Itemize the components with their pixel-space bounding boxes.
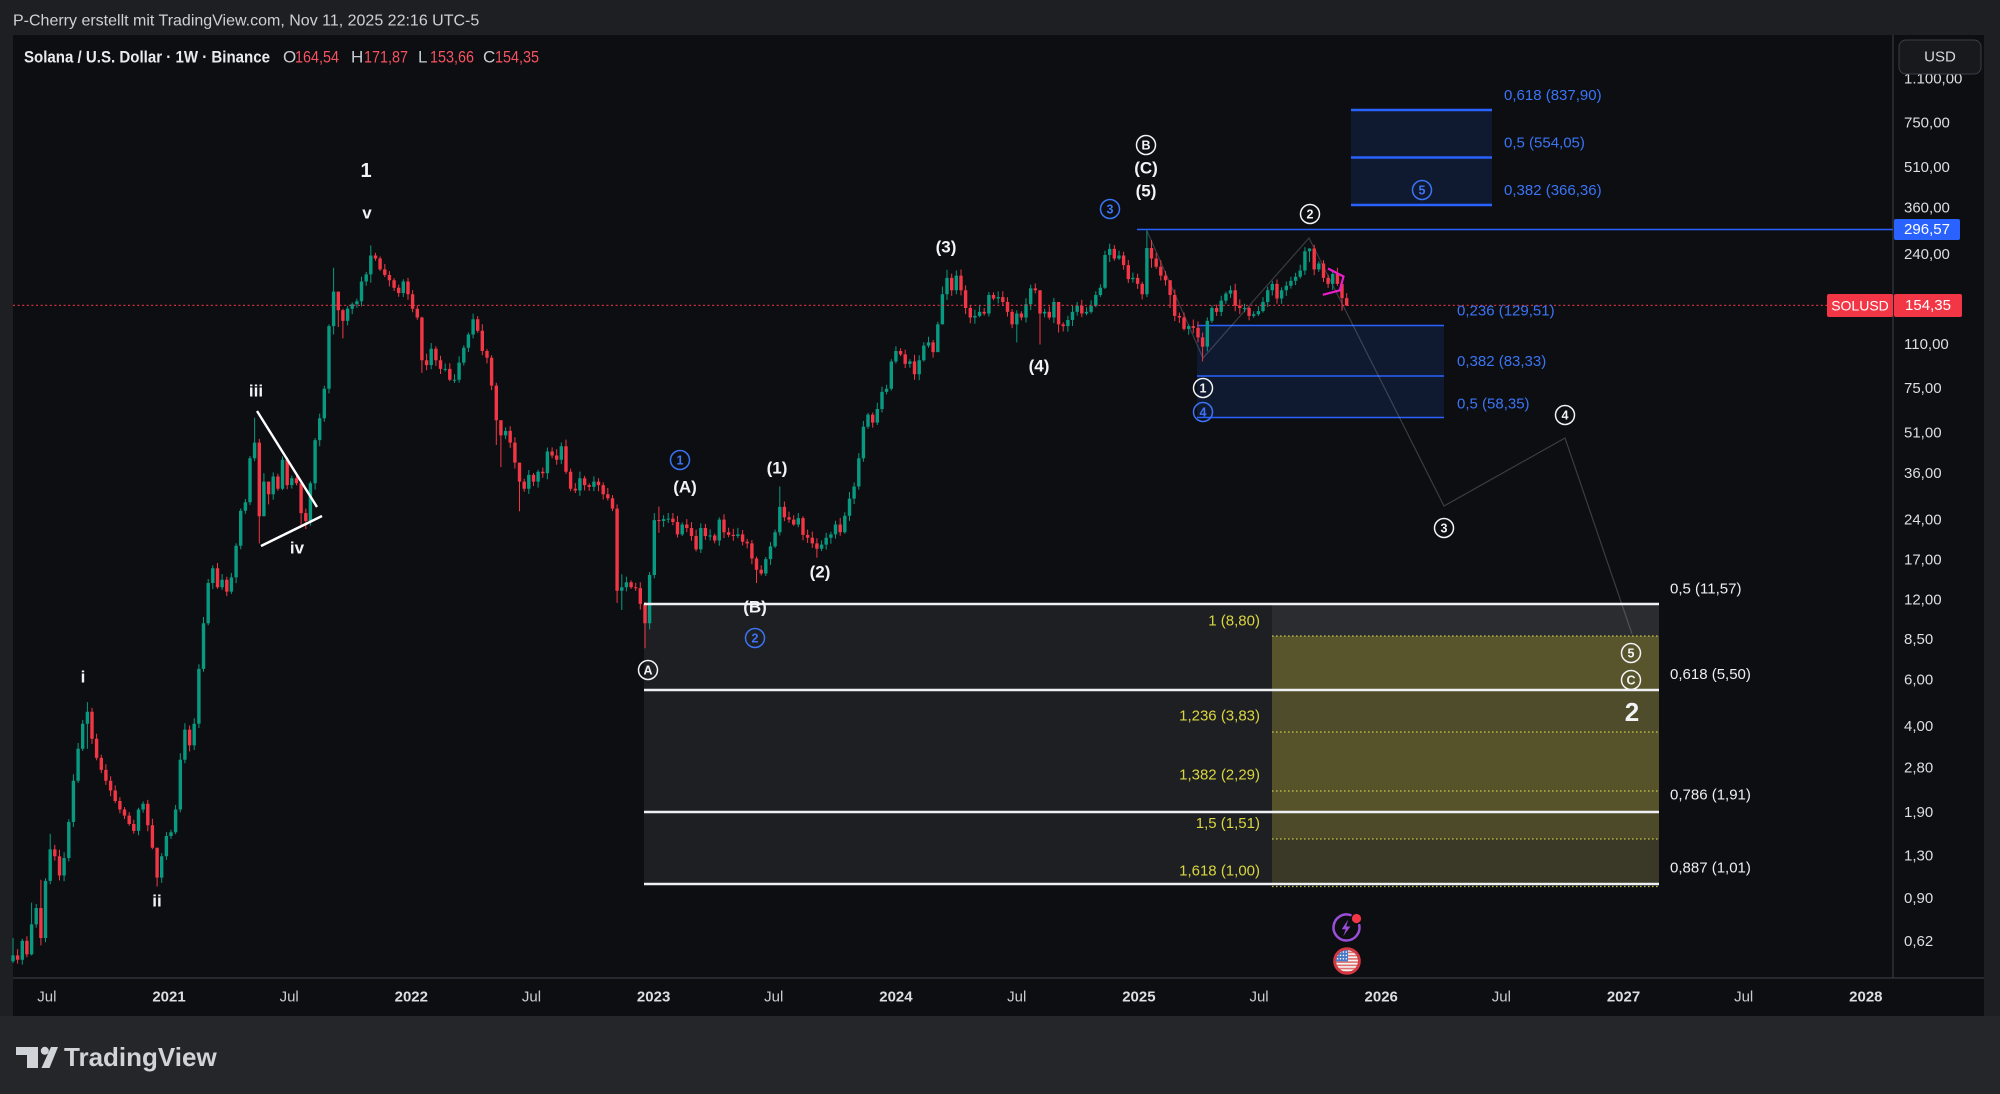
svg-text:360,00: 360,00 — [1904, 199, 1950, 216]
svg-text:v: v — [362, 204, 372, 223]
svg-text:L: L — [418, 48, 427, 67]
svg-text:2024: 2024 — [879, 989, 913, 1006]
svg-text:2023: 2023 — [637, 989, 670, 1006]
svg-text:O: O — [283, 48, 296, 67]
svg-text:171,87: 171,87 — [364, 48, 408, 67]
svg-text:0,5 (11,57): 0,5 (11,57) — [1670, 581, 1741, 598]
svg-text:164,54: 164,54 — [295, 48, 339, 67]
svg-text:ii: ii — [152, 892, 161, 911]
svg-text:2022: 2022 — [395, 989, 428, 1006]
svg-text:0,62: 0,62 — [1904, 933, 1933, 950]
svg-text:2,80: 2,80 — [1904, 759, 1933, 776]
svg-text:B: B — [1141, 139, 1150, 153]
svg-text:2021: 2021 — [152, 989, 185, 1006]
svg-text:75,00: 75,00 — [1904, 380, 1942, 397]
svg-text:C: C — [483, 48, 495, 67]
svg-text:36,00: 36,00 — [1904, 465, 1942, 482]
svg-text:4: 4 — [1200, 406, 1207, 420]
svg-text:5: 5 — [1628, 647, 1635, 661]
svg-text:i: i — [81, 668, 86, 687]
svg-text:2028: 2028 — [1849, 989, 1882, 1006]
svg-text:0,236 (129,51): 0,236 (129,51) — [1457, 303, 1555, 320]
svg-text:(A): (A) — [673, 478, 697, 497]
svg-text:0,786 (1,91): 0,786 (1,91) — [1670, 787, 1751, 804]
svg-text:Jul: Jul — [1007, 989, 1026, 1006]
svg-text:(C): (C) — [1134, 159, 1158, 178]
svg-text:0,5 (554,05): 0,5 (554,05) — [1504, 135, 1585, 152]
svg-text:0,90: 0,90 — [1904, 890, 1933, 907]
svg-text:Solana / U.S. Dollar · 1W · Bi: Solana / U.S. Dollar · 1W · Binance — [24, 48, 270, 67]
svg-text:110,00: 110,00 — [1904, 336, 1949, 353]
svg-text:(2): (2) — [810, 563, 831, 582]
svg-text:1.100,00: 1.100,00 — [1904, 71, 1962, 88]
svg-text:0,382 (83,33): 0,382 (83,33) — [1457, 353, 1546, 370]
svg-text:4,00: 4,00 — [1904, 718, 1933, 735]
svg-text:0,5 (58,35): 0,5 (58,35) — [1457, 396, 1530, 413]
svg-text:2: 2 — [1625, 697, 1639, 727]
svg-text:Jul: Jul — [280, 989, 299, 1006]
svg-text:(3): (3) — [936, 238, 957, 257]
svg-text:(B): (B) — [743, 598, 767, 617]
svg-text:A: A — [643, 664, 652, 678]
svg-text:510,00: 510,00 — [1904, 159, 1950, 176]
svg-text:1,90: 1,90 — [1904, 804, 1933, 821]
svg-text:0,887 (1,01): 0,887 (1,01) — [1670, 860, 1751, 877]
svg-text:(1): (1) — [767, 459, 788, 478]
svg-text:2027: 2027 — [1607, 989, 1640, 1006]
svg-text:Jul: Jul — [1249, 989, 1268, 1006]
svg-text:3: 3 — [1107, 203, 1114, 217]
svg-text:Jul: Jul — [1492, 989, 1511, 1006]
svg-text:1 (8,80): 1 (8,80) — [1208, 613, 1260, 630]
svg-text:Jul: Jul — [764, 989, 783, 1006]
svg-text:0,382 (366,36): 0,382 (366,36) — [1504, 182, 1602, 199]
svg-text:1: 1 — [677, 454, 684, 468]
svg-text:240,00: 240,00 — [1904, 246, 1950, 263]
svg-text:2026: 2026 — [1365, 989, 1398, 1006]
svg-text:1: 1 — [1200, 382, 1207, 396]
svg-text:(5): (5) — [1136, 182, 1157, 201]
svg-text:1,618 (1,00): 1,618 (1,00) — [1179, 863, 1260, 880]
svg-text:1,236 (3,83): 1,236 (3,83) — [1179, 708, 1260, 725]
svg-text:8,50: 8,50 — [1904, 631, 1933, 648]
svg-text:24,00: 24,00 — [1904, 512, 1942, 529]
svg-text:4: 4 — [1562, 409, 1569, 423]
svg-text:2: 2 — [1307, 208, 1314, 222]
svg-text:iii: iii — [249, 382, 263, 401]
svg-text:Jul: Jul — [1734, 989, 1753, 1006]
svg-text:1,30: 1,30 — [1904, 848, 1933, 865]
svg-text:USD: USD — [1924, 49, 1956, 66]
svg-text:2: 2 — [752, 632, 759, 646]
svg-text:154,35: 154,35 — [1905, 297, 1951, 314]
svg-text:0,618 (837,90): 0,618 (837,90) — [1504, 87, 1602, 104]
svg-text:Jul: Jul — [37, 989, 56, 1006]
svg-text:P-Cherry erstellt mit TradingV: P-Cherry erstellt mit TradingView.com, N… — [13, 13, 479, 30]
svg-text:(4): (4) — [1029, 357, 1050, 376]
svg-text:12,00: 12,00 — [1904, 591, 1942, 608]
svg-text:iv: iv — [290, 539, 305, 558]
svg-text:6,00: 6,00 — [1904, 671, 1933, 688]
svg-text:153,66: 153,66 — [430, 48, 474, 67]
svg-text:H: H — [351, 48, 363, 67]
svg-text:SOLUSD: SOLUSD — [1831, 298, 1889, 314]
svg-text:51,00: 51,00 — [1904, 425, 1942, 442]
svg-text:296,57: 296,57 — [1904, 221, 1950, 238]
svg-text:0,618 (5,50): 0,618 (5,50) — [1670, 666, 1751, 683]
svg-text:1,5 (1,51): 1,5 (1,51) — [1196, 815, 1260, 832]
svg-text:17,00: 17,00 — [1904, 551, 1942, 568]
svg-text:3: 3 — [1441, 522, 1448, 536]
svg-text:TradingView: TradingView — [64, 1042, 217, 1072]
svg-text:2025: 2025 — [1122, 989, 1155, 1006]
svg-text:Jul: Jul — [522, 989, 541, 1006]
svg-text:154,35: 154,35 — [495, 48, 539, 67]
svg-text:1,382 (2,29): 1,382 (2,29) — [1179, 767, 1260, 784]
svg-text:1: 1 — [360, 160, 371, 182]
svg-text:C: C — [1626, 674, 1635, 688]
svg-text:750,00: 750,00 — [1904, 115, 1950, 132]
svg-text:5: 5 — [1419, 184, 1426, 198]
